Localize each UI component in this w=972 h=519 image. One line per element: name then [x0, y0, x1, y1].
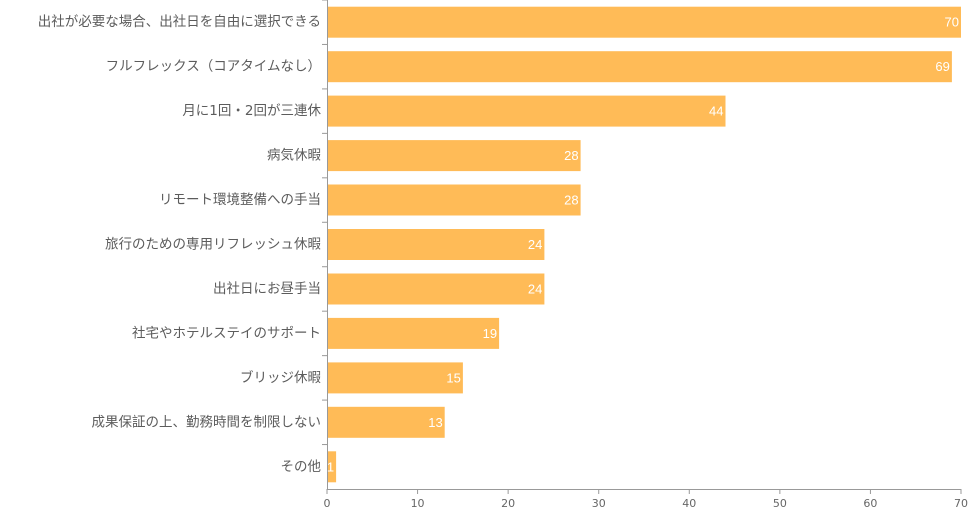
- value-label-6: 24: [528, 281, 542, 296]
- category-label-7: 社宅やホテルステイのサポート: [132, 325, 321, 341]
- category-label-9: 成果保証の上、勤務時間を制限しない: [92, 414, 322, 430]
- x-tick-label-4: 40: [682, 497, 696, 510]
- category-label-6: 出社日にお昼手当: [213, 281, 321, 297]
- x-tick-label-3: 30: [592, 497, 606, 510]
- x-tick-label-7: 70: [954, 497, 968, 510]
- bars-layer: [327, 6, 961, 483]
- value-label-5: 24: [528, 237, 542, 252]
- category-label-2: 月に1回・2回が三連休: [182, 103, 321, 119]
- axes-layer: [322, 0, 962, 494]
- bar-9: [327, 406, 445, 438]
- labels-layer: 出社が必要な場合、出社日を自由に選択できる 70 フルフレックス（コアタイムなし） 6…: [38, 14, 968, 510]
- value-label-3: 28: [564, 148, 578, 163]
- category-label-8: ブリッジ休暇: [240, 369, 321, 386]
- bar-2: [327, 95, 726, 127]
- category-label-3: 病気休暇: [267, 148, 321, 164]
- x-tick-label-5: 50: [773, 497, 787, 510]
- x-tick-label-6: 60: [863, 497, 877, 510]
- bar-6: [327, 273, 545, 305]
- value-label-9: 13: [428, 415, 442, 430]
- x-tick-label-0: 0: [324, 497, 331, 510]
- bar-3: [327, 140, 581, 172]
- bar-8: [327, 362, 463, 394]
- value-label-10: 1: [327, 459, 334, 474]
- bar-1: [327, 51, 952, 83]
- category-label-10: その他: [281, 459, 322, 475]
- value-label-4: 28: [564, 193, 578, 208]
- bar-7: [327, 317, 500, 349]
- value-label-8: 15: [446, 370, 460, 385]
- x-tick-label-1: 10: [411, 497, 425, 510]
- value-label-1: 69: [935, 59, 949, 74]
- value-label-0: 70: [945, 15, 959, 30]
- bar-5: [327, 229, 545, 260]
- bar-10: [327, 451, 337, 483]
- x-tick-label-2: 20: [501, 497, 515, 510]
- bar-4: [327, 184, 581, 216]
- value-label-7: 19: [483, 326, 497, 341]
- bar-0: [327, 6, 961, 38]
- value-label-2: 44: [709, 104, 723, 119]
- category-label-4: リモート環境整備への手当: [159, 192, 321, 208]
- category-label-0: 出社が必要な場合、出社日を自由に選択できる: [38, 14, 321, 30]
- category-label-5: 旅行のための専用リフレッシュ休暇: [105, 237, 321, 253]
- category-label-1: フルフレックス（コアタイムなし）: [106, 59, 321, 75]
